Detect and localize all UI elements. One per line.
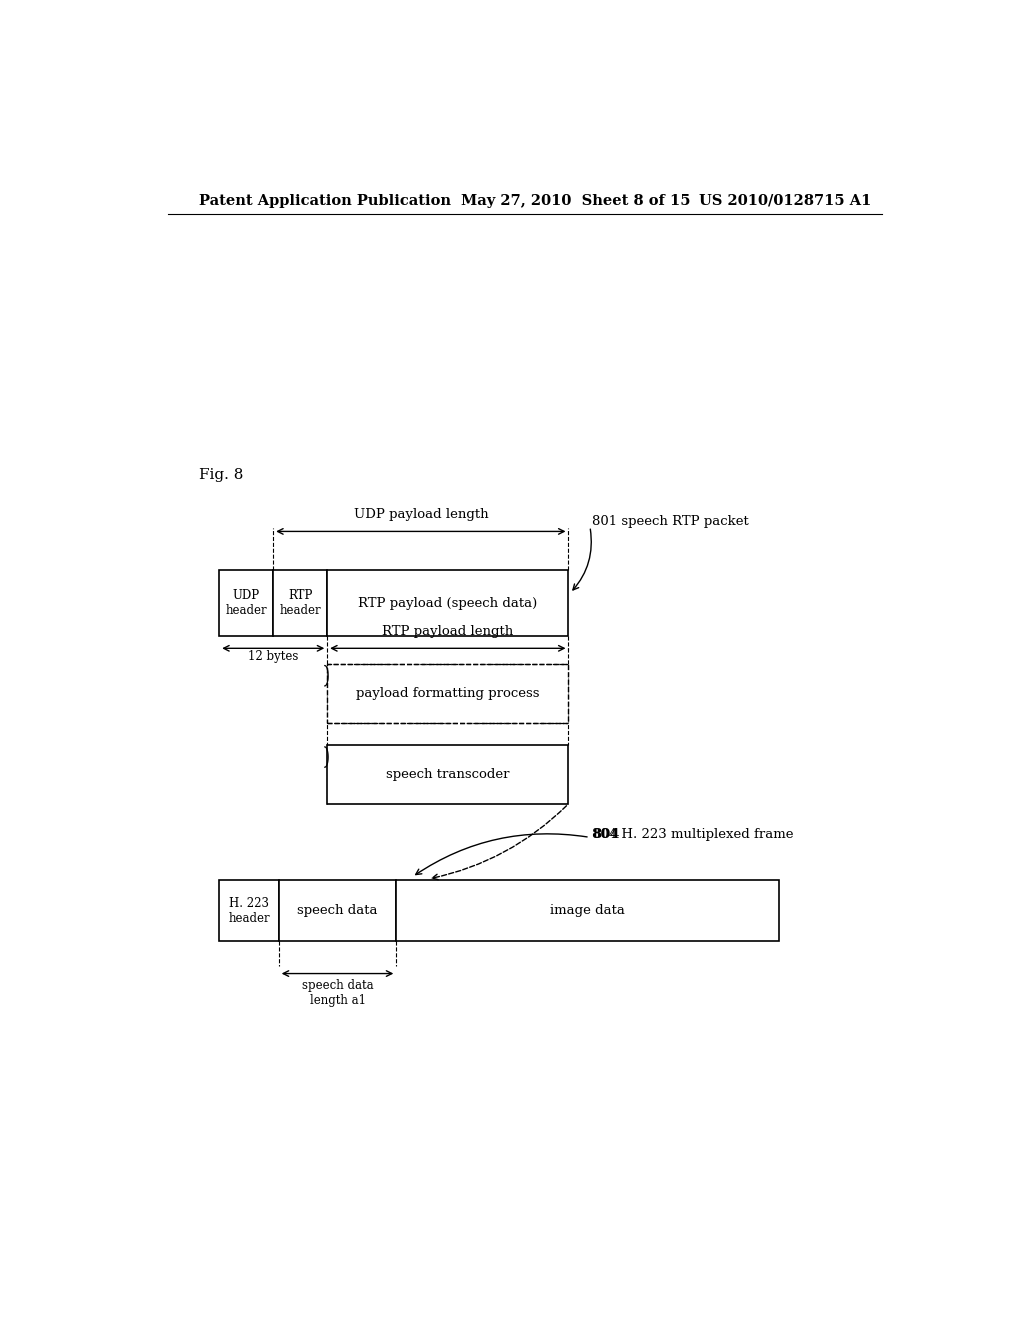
Text: 802: 802 xyxy=(331,665,358,678)
Text: 12 bytes: 12 bytes xyxy=(248,651,298,664)
Text: Patent Application Publication: Patent Application Publication xyxy=(200,194,452,209)
Bar xyxy=(219,570,273,636)
Text: 801 speech RTP packet: 801 speech RTP packet xyxy=(592,515,749,528)
Bar xyxy=(273,570,328,636)
Bar xyxy=(279,880,396,941)
Bar xyxy=(396,880,778,941)
Bar xyxy=(328,664,568,722)
Text: RTP payload (speech data): RTP payload (speech data) xyxy=(358,597,538,610)
Text: 803: 803 xyxy=(331,747,358,760)
Text: speech data: speech data xyxy=(297,904,378,917)
Text: RTP
header: RTP header xyxy=(280,589,321,616)
Text: H. 223
header: H. 223 header xyxy=(228,896,270,924)
Text: speech transcoder: speech transcoder xyxy=(386,768,510,781)
Text: 804 H. 223 multiplexed frame: 804 H. 223 multiplexed frame xyxy=(592,828,794,841)
Text: 804: 804 xyxy=(592,828,620,841)
Text: payload formatting process: payload formatting process xyxy=(356,686,540,700)
Text: UDP
header: UDP header xyxy=(225,589,267,616)
Bar xyxy=(219,880,279,941)
Text: UDP payload length: UDP payload length xyxy=(353,508,488,521)
Text: May 27, 2010  Sheet 8 of 15: May 27, 2010 Sheet 8 of 15 xyxy=(461,194,691,209)
Text: image data: image data xyxy=(550,904,625,917)
Bar xyxy=(328,570,568,636)
Text: speech data
length a1: speech data length a1 xyxy=(302,978,374,1007)
Text: Fig. 8: Fig. 8 xyxy=(200,469,244,482)
Bar xyxy=(328,744,568,804)
Text: RTP payload length: RTP payload length xyxy=(382,626,513,638)
Text: US 2010/0128715 A1: US 2010/0128715 A1 xyxy=(699,194,871,209)
